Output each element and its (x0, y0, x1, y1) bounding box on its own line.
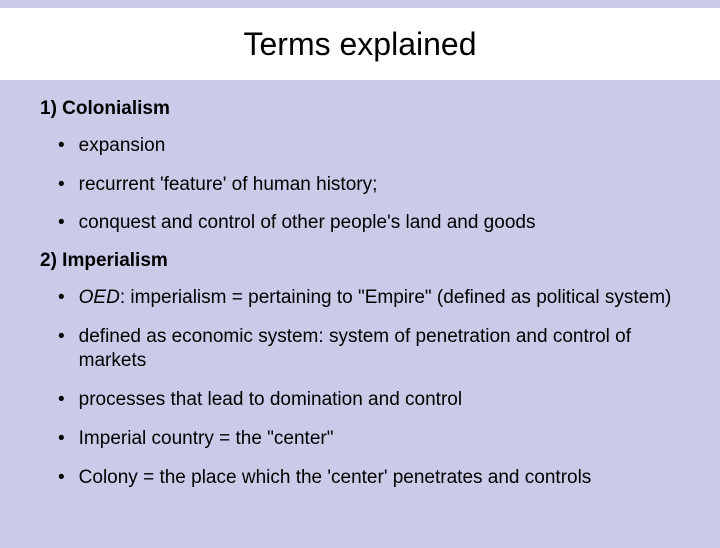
bullet-marker: • (58, 388, 65, 413)
bullet-marker: • (58, 325, 65, 350)
bullet-marker: • (58, 466, 65, 491)
bullet-marker: • (58, 286, 65, 311)
bullet-text: OED: imperialism = pertaining to "Empire… (79, 286, 680, 311)
list-item: • conquest and control of other people's… (40, 211, 680, 236)
bullet-marker: • (58, 173, 65, 198)
section2-heading: 2) Imperialism (40, 250, 680, 272)
section1-heading: 1) Colonialism (40, 98, 680, 120)
bullet-text: expansion (79, 134, 680, 159)
bullet-text: processes that lead to domination and co… (79, 388, 680, 413)
list-item: • expansion (40, 134, 680, 159)
bullet-marker: • (58, 427, 65, 452)
italic-text: OED (79, 287, 120, 308)
list-item: • Colony = the place which the 'center' … (40, 466, 680, 491)
slide-content: 1) Colonialism • expansion • recurrent '… (0, 80, 720, 490)
bullet-text-rest: : imperialism = pertaining to "Empire" (… (120, 287, 672, 308)
bullet-text: conquest and control of other people's l… (79, 211, 680, 236)
bullet-text: defined as economic system: system of pe… (79, 325, 680, 374)
bullet-text: recurrent 'feature' of human history; (79, 173, 680, 198)
list-item: • OED: imperialism = pertaining to "Empi… (40, 286, 680, 311)
slide-title: Terms explained (244, 26, 477, 63)
list-item: • defined as economic system: system of … (40, 325, 680, 374)
bullet-marker: • (58, 211, 65, 236)
bullet-marker: • (58, 134, 65, 159)
list-item: • processes that lead to domination and … (40, 388, 680, 413)
list-item: • Imperial country = the "center" (40, 427, 680, 452)
list-item: • recurrent 'feature' of human history; (40, 173, 680, 198)
bullet-text: Colony = the place which the 'center' pe… (79, 466, 680, 491)
bullet-text: Imperial country = the "center" (79, 427, 680, 452)
title-bar: Terms explained (0, 8, 720, 80)
